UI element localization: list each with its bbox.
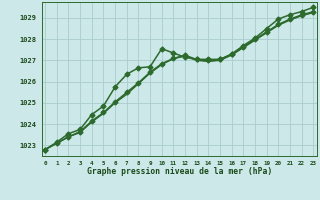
X-axis label: Graphe pression niveau de la mer (hPa): Graphe pression niveau de la mer (hPa)	[87, 167, 272, 176]
